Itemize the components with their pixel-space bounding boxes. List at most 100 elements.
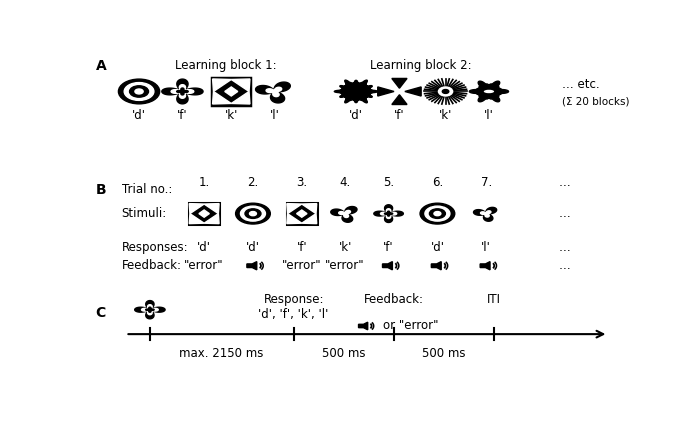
Polygon shape <box>146 307 154 312</box>
Text: 7.: 7. <box>481 176 492 189</box>
Text: 'l': 'l' <box>482 241 491 254</box>
Polygon shape <box>213 91 231 104</box>
Text: 'f': 'f' <box>177 110 188 122</box>
Ellipse shape <box>438 86 454 97</box>
Circle shape <box>420 203 455 224</box>
Text: Feedback:: Feedback: <box>122 259 182 272</box>
Circle shape <box>249 212 256 216</box>
Text: 'd': 'd' <box>430 241 444 254</box>
Text: 'k': 'k' <box>439 110 452 122</box>
Text: 2.: 2. <box>247 176 258 189</box>
Polygon shape <box>288 204 316 223</box>
Text: B: B <box>96 183 106 197</box>
Circle shape <box>245 209 261 218</box>
Polygon shape <box>470 81 508 102</box>
Text: C: C <box>96 306 106 321</box>
Polygon shape <box>339 210 351 217</box>
Polygon shape <box>213 79 231 91</box>
Polygon shape <box>204 203 219 214</box>
Text: …: … <box>559 207 570 220</box>
Polygon shape <box>189 203 204 214</box>
Polygon shape <box>378 87 394 96</box>
Text: Feedback:: Feedback: <box>364 294 424 306</box>
Text: 500 ms: 500 ms <box>322 347 365 360</box>
Text: …: … <box>559 176 570 189</box>
Circle shape <box>429 209 445 218</box>
Text: "error": "error" <box>326 259 365 272</box>
Bar <box>286 203 317 224</box>
Polygon shape <box>287 214 302 224</box>
Polygon shape <box>247 261 257 270</box>
Text: … etc.: … etc. <box>562 78 600 91</box>
Polygon shape <box>225 87 238 96</box>
Text: (Σ 20 blocks): (Σ 20 blocks) <box>562 96 630 106</box>
Polygon shape <box>231 79 250 91</box>
Text: Learning block 1:: Learning block 1: <box>175 59 276 72</box>
Text: Trial no.:: Trial no.: <box>122 183 172 196</box>
Circle shape <box>124 82 154 100</box>
Text: 6.: 6. <box>432 176 443 189</box>
Polygon shape <box>392 78 407 88</box>
Polygon shape <box>335 80 378 103</box>
Text: 'd', 'f', 'k', 'l': 'd', 'f', 'k', 'l' <box>258 308 329 321</box>
Polygon shape <box>287 203 302 214</box>
Text: 'd': 'd' <box>197 241 211 254</box>
Bar <box>189 203 219 224</box>
Text: 3.: 3. <box>296 176 307 189</box>
Text: "error": "error" <box>282 259 321 272</box>
Text: 500 ms: 500 ms <box>422 347 466 360</box>
Polygon shape <box>331 206 357 222</box>
Text: Stimuli:: Stimuli: <box>122 207 167 220</box>
Polygon shape <box>171 85 194 98</box>
Polygon shape <box>384 211 393 216</box>
Polygon shape <box>431 261 441 270</box>
Polygon shape <box>382 261 393 270</box>
Polygon shape <box>256 82 290 103</box>
Polygon shape <box>302 203 316 214</box>
Polygon shape <box>176 88 188 95</box>
Text: 'f': 'f' <box>297 241 307 254</box>
Circle shape <box>241 206 265 221</box>
Polygon shape <box>134 301 165 319</box>
Polygon shape <box>297 210 307 217</box>
Polygon shape <box>190 204 218 223</box>
Text: "error": "error" <box>184 259 224 272</box>
Polygon shape <box>302 214 316 224</box>
Polygon shape <box>392 95 407 104</box>
Polygon shape <box>141 305 158 315</box>
Polygon shape <box>214 80 249 104</box>
Polygon shape <box>231 91 250 104</box>
Text: 'd': 'd' <box>132 110 146 122</box>
Text: max. 2150 ms: max. 2150 ms <box>179 347 264 360</box>
Text: or "error": or "error" <box>383 319 439 332</box>
Polygon shape <box>162 79 203 104</box>
Text: 'l': 'l' <box>270 110 279 122</box>
Polygon shape <box>189 214 204 224</box>
Circle shape <box>135 89 143 94</box>
Polygon shape <box>204 214 219 224</box>
Text: A: A <box>96 59 106 73</box>
Circle shape <box>434 212 441 216</box>
Text: Learning block 2:: Learning block 2: <box>370 59 472 72</box>
Circle shape <box>442 90 449 93</box>
Text: Responses:: Responses: <box>122 241 188 254</box>
Polygon shape <box>374 205 403 222</box>
Polygon shape <box>480 211 491 217</box>
Polygon shape <box>473 207 497 221</box>
Text: 'k': 'k' <box>339 241 352 254</box>
Circle shape <box>425 206 450 221</box>
Text: 'f': 'f' <box>394 110 405 122</box>
Text: 5.: 5. <box>383 176 394 189</box>
Text: 'f': 'f' <box>384 241 394 254</box>
Text: 4.: 4. <box>340 176 351 189</box>
Ellipse shape <box>484 90 494 93</box>
Polygon shape <box>199 210 209 217</box>
Text: ITI: ITI <box>487 294 501 306</box>
Text: 'k': 'k' <box>225 110 238 122</box>
Polygon shape <box>266 87 281 96</box>
Text: 1.: 1. <box>199 176 210 189</box>
Text: 'd': 'd' <box>349 110 363 122</box>
Circle shape <box>236 203 270 224</box>
Polygon shape <box>358 322 368 330</box>
Text: 'l': 'l' <box>484 110 494 122</box>
